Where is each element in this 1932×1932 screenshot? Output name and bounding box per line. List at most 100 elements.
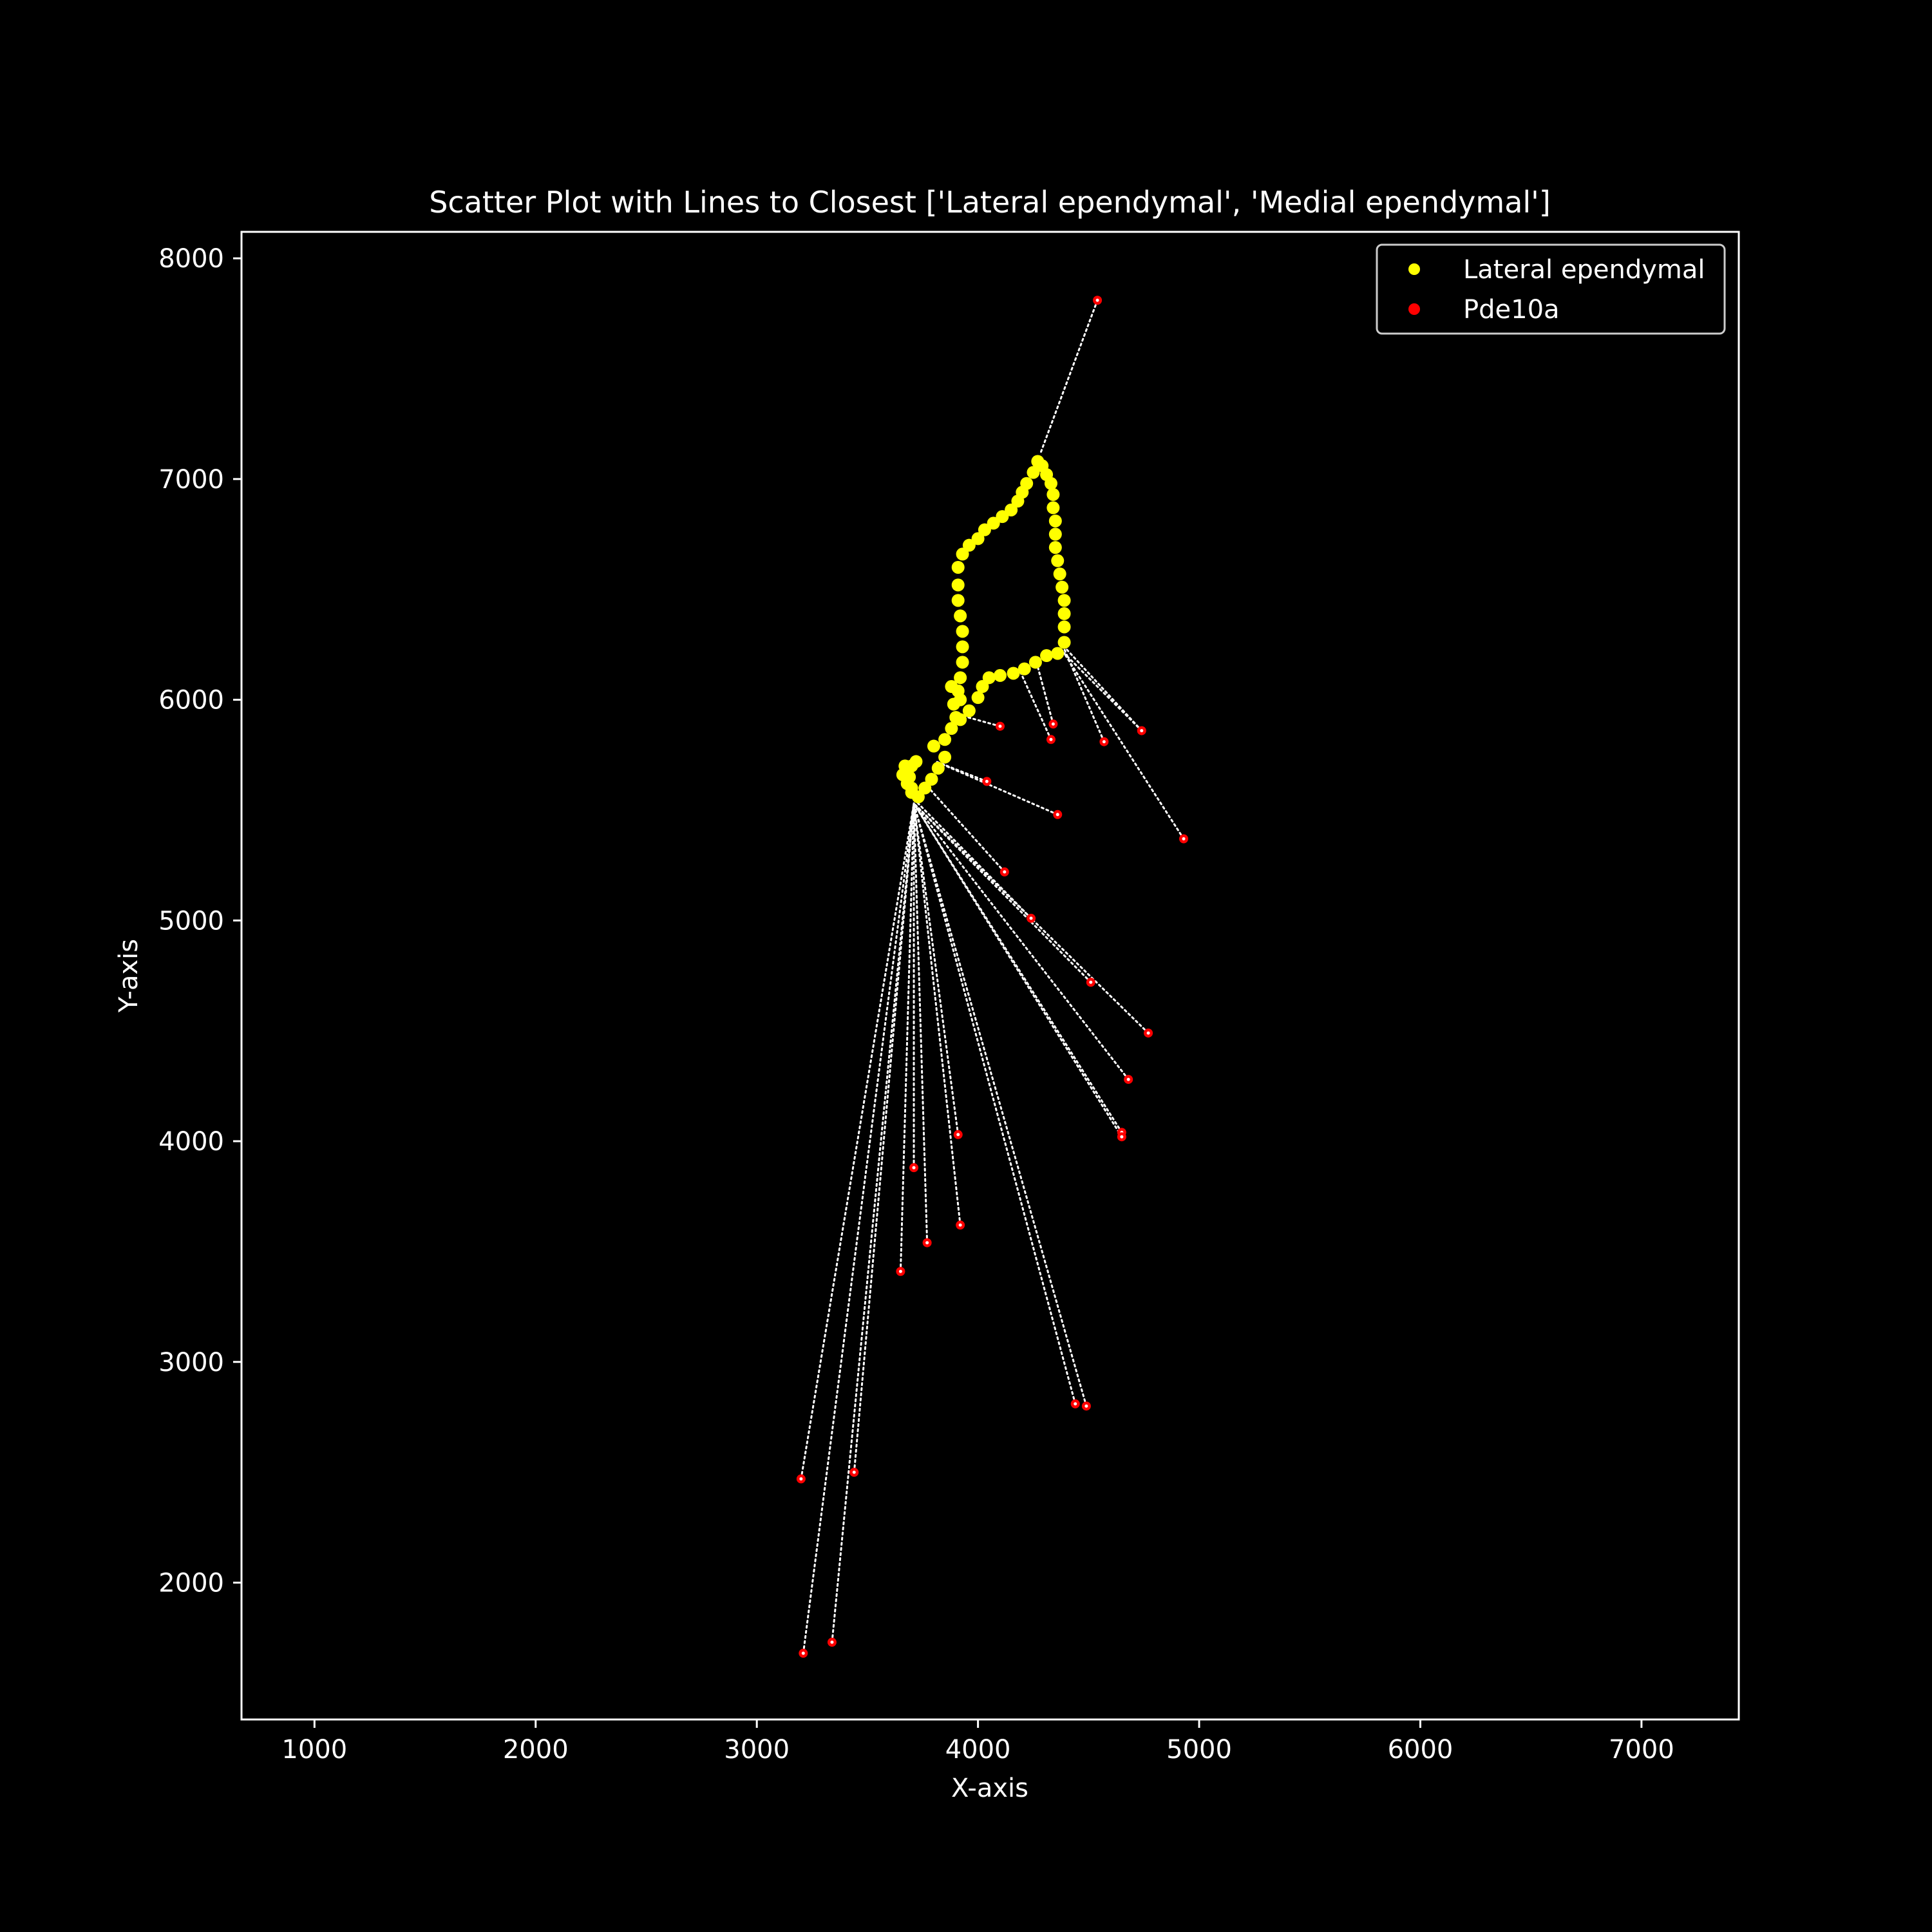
point-lateral-ependymal-65	[945, 680, 958, 694]
point-center-pde10a-2	[1051, 722, 1055, 726]
point-lateral-ependymal-52	[1057, 620, 1071, 634]
closest-line-0	[1039, 299, 1099, 456]
point-lateral-ependymal-64	[954, 713, 967, 726]
point-lateral-ependymal-11	[931, 761, 945, 775]
closest-line-7	[1063, 652, 1185, 840]
closest-line-16	[913, 802, 1123, 1138]
point-center-pde10a-25	[801, 1651, 805, 1655]
closest-line-21	[899, 802, 915, 1273]
closest-line-26	[802, 802, 915, 1654]
closest-line-10	[923, 782, 1006, 873]
closest-line-23	[913, 802, 1088, 1407]
point-center-pde10a-6	[1182, 837, 1186, 841]
legend-marker-lateral-ependymal	[1408, 263, 1420, 275]
closest-line-22	[913, 802, 1077, 1405]
point-lateral-ependymal-57	[1018, 662, 1031, 676]
point-lateral-ependymal-46	[1048, 541, 1062, 554]
point-lateral-ependymal-10	[925, 772, 938, 786]
point-lateral-ependymal-49	[1056, 580, 1069, 594]
point-lateral-ependymal-48	[1053, 567, 1066, 581]
point-lateral-ependymal-55	[1040, 649, 1054, 663]
y-axis-label: Y-axis	[114, 939, 144, 1013]
point-center-pde10a-7	[985, 779, 989, 783]
x-axis-label: X-axis	[951, 1774, 1028, 1803]
legend: Lateral ependymal Pde10a	[1376, 243, 1726, 335]
point-lateral-ependymal-8	[909, 755, 923, 768]
point-lateral-ependymal-36	[1020, 477, 1034, 490]
y-axis-ticks: 2000 3000 4000 5000 6000 7000 8000	[158, 244, 242, 1598]
y-tick-label-3: 5000	[158, 906, 224, 936]
point-lateral-ependymal-24	[951, 594, 965, 607]
point-center-pde10a-12	[1146, 1031, 1150, 1035]
closest-line-2	[1036, 665, 1054, 725]
point-lateral-ependymal-26	[951, 560, 965, 574]
point-lateral-ependymal-30	[978, 523, 991, 536]
point-lateral-ependymal-62	[971, 691, 985, 705]
point-lateral-ependymal-4	[911, 790, 925, 804]
point-lateral-ependymal-28	[962, 538, 976, 552]
point-lateral-ependymal-47	[1051, 554, 1065, 567]
point-lateral-ependymal-32	[996, 510, 1009, 524]
closest-line-20	[913, 802, 929, 1244]
point-center-pde10a-10	[1029, 916, 1033, 920]
point-lateral-ependymal-58	[1007, 667, 1020, 680]
legend-label-pde10a: Pde10a	[1463, 295, 1560, 325]
point-center-pde10a-19	[925, 1241, 929, 1245]
point-lateral-ependymal-6	[903, 770, 916, 784]
point-center-pde10a-8	[1056, 813, 1059, 817]
y-tick-label-1: 3000	[158, 1348, 224, 1378]
closest-line-25	[853, 802, 915, 1473]
point-lateral-ependymal-5	[905, 781, 918, 795]
point-center-pde10a-13	[1126, 1077, 1130, 1081]
point-lateral-ependymal-12	[938, 750, 952, 764]
point-lateral-ependymal-9	[918, 781, 932, 795]
x-axis-ticks: 1000 2000 3000 4000 5000 6000 7000	[281, 1719, 1674, 1765]
point-lateral-ependymal-66	[954, 693, 967, 706]
closest-line-14	[913, 802, 1130, 1081]
point-lateral-ependymal-43	[1046, 501, 1060, 515]
point-lateral-ependymal-45	[1048, 527, 1062, 541]
closest-line-6	[1061, 650, 1143, 732]
point-lateral-ependymal-15	[945, 722, 958, 735]
y-tick-label-0: 2000	[158, 1569, 224, 1598]
point-lateral-ependymal-60	[982, 671, 996, 685]
point-center-pde10a-21	[1074, 1402, 1077, 1406]
point-center-pde10a-9	[1003, 870, 1007, 874]
closest-line-9	[934, 761, 1059, 816]
point-center-pde10a-16	[956, 1133, 960, 1137]
closest-line-15	[913, 802, 1123, 1133]
x-tick-label-6: 7000	[1609, 1735, 1674, 1765]
y-tick-label-6: 8000	[158, 244, 224, 274]
point-center-pde10a-11	[1089, 980, 1093, 984]
point-center-pde10a-3	[1049, 737, 1053, 741]
x-tick-label-4: 5000	[1166, 1735, 1232, 1765]
point-lateral-ependymal-42	[1046, 488, 1060, 501]
point-lateral-ependymal-54	[1051, 647, 1065, 660]
point-lateral-ependymal-14	[938, 733, 952, 746]
point-center-pde10a-17	[912, 1166, 916, 1170]
y-tick-label-4: 6000	[158, 686, 224, 715]
point-center-pde10a-5	[1140, 729, 1144, 733]
closest-line-5	[1063, 645, 1143, 732]
closest-line-12	[913, 802, 1092, 983]
point-lateral-ependymal-29	[971, 532, 985, 545]
point-lateral-ependymal-22	[956, 625, 969, 638]
y-tick-label-5: 7000	[158, 465, 224, 495]
point-lateral-ependymal-59	[993, 668, 1007, 682]
point-center-pde10a-15	[1120, 1135, 1124, 1139]
legend-label-lateral-ependymal: Lateral ependymal	[1463, 255, 1705, 285]
point-lateral-ependymal-31	[987, 516, 1000, 530]
point-lateral-ependymal-13	[927, 739, 940, 753]
plot-area-frame	[240, 231, 1740, 1721]
point-lateral-ependymal-25	[951, 578, 965, 592]
point-lateral-ependymal-63	[962, 704, 976, 717]
point-center-pde10a-23	[799, 1477, 803, 1481]
closest-line-27	[831, 802, 915, 1643]
point-center-pde10a-1	[998, 724, 1002, 728]
legend-marker-pde10a	[1408, 303, 1420, 315]
point-lateral-ependymal-61	[976, 680, 989, 694]
x-tick-label-0: 1000	[281, 1735, 347, 1765]
closest-line-24	[800, 802, 915, 1480]
point-lateral-ependymal-21	[956, 640, 969, 654]
point-lateral-ependymal-33	[1005, 503, 1018, 516]
